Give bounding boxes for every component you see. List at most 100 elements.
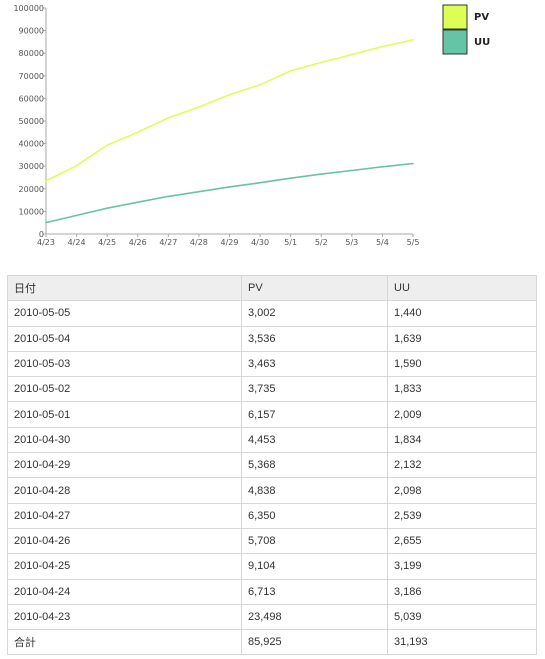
data-point — [412, 162, 414, 165]
cell-date: 2010-05-03 — [7, 350, 242, 378]
cell-pv: 3,735 — [241, 376, 388, 403]
data-point — [259, 181, 261, 184]
data-point — [228, 94, 231, 96]
data-point — [136, 131, 139, 134]
table-row: 2010-04-24 6,713 3,186 — [7, 578, 537, 605]
table-row: 2010-05-04 3,536 1,639 — [7, 325, 537, 352]
data-point — [75, 214, 78, 217]
cell-pv: 3,536 — [241, 325, 388, 352]
chart-axes — [45, 8, 413, 235]
cell-date: 2010-04-23 — [7, 603, 242, 631]
data-point — [320, 61, 323, 64]
cell-uu: 1,834 — [387, 426, 537, 454]
series-line-uu — [45, 162, 414, 224]
cell-uu: 2,132 — [387, 452, 537, 479]
data-point — [289, 177, 292, 179]
table-row: 2010-04-26 5,708 2,655 — [7, 527, 537, 555]
header-date: 日付 — [7, 274, 242, 302]
cell-uu: 3,199 — [387, 553, 537, 580]
cell-date: 2010-05-02 — [7, 376, 242, 403]
series-lines — [45, 39, 414, 224]
cell-date: 2010-04-28 — [7, 477, 242, 504]
data-point — [75, 164, 78, 167]
cell-date: 2010-04-27 — [7, 502, 242, 529]
cell-pv: 23,498 — [241, 603, 388, 631]
series-line-pv — [45, 39, 414, 182]
y-tick-label: 90000 — [19, 27, 44, 36]
data-point — [320, 173, 323, 175]
data-point — [412, 39, 414, 41]
y-tick-label: 10000 — [19, 207, 44, 216]
line-chart: 0 10000 20000 30000 40000 50000 60000 70000 8000… — [13, 4, 490, 247]
y-axis-ticks: 0 10000 20000 30000 40000 50000 60000 70000 8000… — [13, 4, 46, 239]
data-point — [136, 201, 139, 203]
cell-date: 2010-04-24 — [7, 578, 242, 605]
legend-swatch — [442, 4, 468, 30]
data-point — [259, 83, 261, 86]
table-row: 2010-04-27 6,350 2,539 — [7, 502, 537, 529]
cell-uu: 3,186 — [387, 578, 537, 605]
table-row: 2010-05-03 3,463 1,590 — [7, 350, 537, 378]
x-tick-label: 4/28 — [190, 238, 208, 247]
data-point — [106, 144, 108, 146]
data-point — [198, 106, 200, 108]
table-body: 2010-05-05 3,002 1,440 2010-05-04 3,536 1,639… — [7, 300, 537, 656]
y-tick-label: 100000 — [13, 4, 44, 13]
x-tick-label: 4/27 — [159, 238, 177, 247]
x-tick-label: 5/1 — [284, 238, 297, 247]
data-point — [106, 207, 108, 209]
table-header-row: 日付 PV UU — [7, 274, 537, 302]
data-point — [198, 190, 200, 193]
cell-date: 2010-04-26 — [7, 527, 242, 555]
x-axis-ticks: 4/23 4/24 4/25 4/26 4/27 4/28 4/29 4/30 5/1 5/2 5/… — [37, 234, 419, 247]
data-table: 日付 PV UU 2010-05-05 3,002 1,440 2010-05-04 3… — [7, 274, 537, 656]
x-tick-label: 4/26 — [129, 238, 147, 247]
y-tick-label: 50000 — [19, 117, 44, 126]
data-point — [351, 53, 353, 56]
table-row: 2010-05-01 6,157 2,009 — [7, 401, 537, 428]
cell-pv: 5,708 — [241, 527, 388, 555]
y-tick-label: 0 — [39, 230, 44, 239]
y-tick-label: 30000 — [19, 162, 44, 171]
table-row: 2010-04-30 4,453 1,834 — [7, 426, 537, 454]
y-tick-label: 70000 — [19, 72, 44, 81]
x-tick-label: 4/29 — [221, 238, 239, 247]
cell-pv: 3,463 — [241, 350, 388, 378]
data-point — [381, 165, 384, 168]
cell-date: 合計 — [7, 629, 242, 656]
data-point — [167, 117, 170, 119]
y-tick-label: 20000 — [19, 185, 44, 194]
cell-pv: 6,713 — [241, 578, 388, 605]
data-point — [45, 180, 47, 182]
table-row: 2010-04-23 23,498 5,039 — [7, 603, 537, 631]
legend-swatch — [442, 29, 468, 55]
y-tick-label: 80000 — [19, 49, 44, 58]
table-row: 2010-04-29 5,368 2,132 — [7, 452, 537, 479]
data-point — [167, 195, 170, 198]
data-point — [45, 221, 47, 224]
data-point — [351, 169, 353, 172]
x-tick-label: 4/24 — [68, 238, 86, 247]
y-tick-label: 60000 — [19, 94, 44, 103]
cell-pv: 9,104 — [241, 553, 388, 580]
table-row: 2010-05-05 3,002 1,440 — [7, 300, 537, 327]
table-row: 2010-04-28 4,838 2,098 — [7, 477, 537, 504]
x-tick-label: 5/2 — [315, 238, 328, 247]
x-tick-label: 5/5 — [407, 238, 420, 247]
cell-uu: 1,639 — [387, 325, 537, 352]
x-tick-label: 5/4 — [376, 238, 389, 247]
x-tick-label: 4/23 — [37, 238, 55, 247]
cell-date: 2010-04-29 — [7, 452, 242, 479]
cell-uu: 2,539 — [387, 502, 537, 529]
cell-pv: 85,925 — [241, 629, 388, 656]
cell-uu: 1,833 — [387, 376, 537, 403]
cell-uu: 1,590 — [387, 350, 537, 378]
cell-date: 2010-05-01 — [7, 401, 242, 428]
y-tick-label: 40000 — [19, 140, 44, 149]
header-pv: PV — [241, 274, 388, 302]
cell-uu: 2,655 — [387, 527, 537, 555]
x-tick-label: 5/3 — [345, 238, 358, 247]
cell-uu: 2,098 — [387, 477, 537, 504]
cell-date: 2010-05-05 — [7, 300, 242, 327]
cell-pv: 4,838 — [241, 477, 388, 504]
